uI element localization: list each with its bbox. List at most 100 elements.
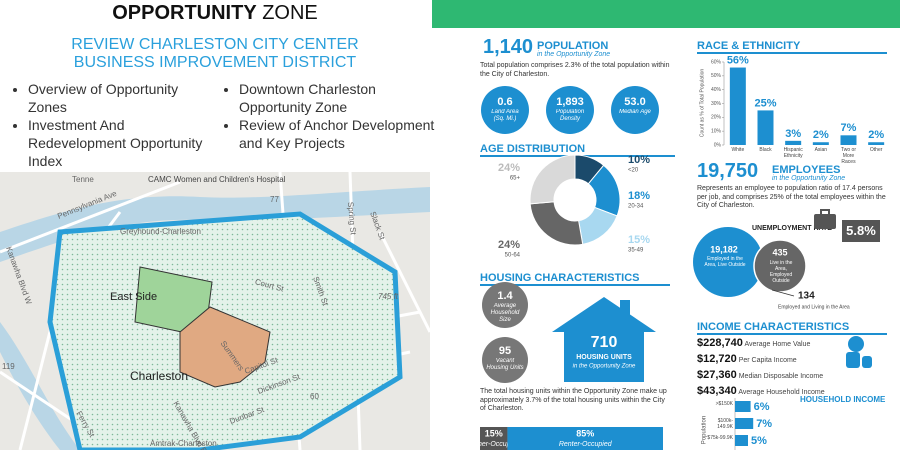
stat-label: Population Density — [555, 109, 585, 122]
y-tick-label-wrap: >$150K — [716, 401, 733, 407]
slice-label: 35-49 — [628, 248, 644, 254]
y-tick-label: 40% — [711, 87, 722, 93]
income-value: $27,360 — [697, 369, 737, 381]
bar — [735, 401, 751, 412]
y-tick-label-wrap: $100k-149.9K — [717, 418, 733, 430]
header-bar — [432, 0, 900, 28]
housing-units-label: HOUSING UNITS — [576, 354, 632, 361]
map-label: 119 — [2, 362, 15, 371]
income-label: Median Disposable Income — [738, 373, 824, 380]
bullet: Downtown Charleston Opportunity Zone — [239, 80, 439, 116]
briefcase-icon — [814, 214, 836, 229]
bar — [868, 142, 885, 145]
race-title: RACE & ETHNICITY — [697, 40, 887, 54]
stat-label: Vacant Housing Units — [486, 358, 524, 371]
bar — [812, 142, 829, 145]
x-tick-label: White — [731, 147, 745, 153]
income-label: Per Capita Income — [738, 357, 797, 364]
donut-slice — [529, 201, 584, 246]
y-tick-label-wrap: $75k-99.9K — [707, 435, 733, 441]
bullets-right: Downtown Charleston Opportunity Zone Rev… — [225, 80, 439, 152]
value-label: 2% — [813, 129, 829, 141]
housing-units: 710 — [591, 334, 618, 351]
income-label: Average Home Value — [744, 341, 811, 348]
employees-text: Represents an employee to population rat… — [697, 185, 886, 209]
population-sublabel: in the Opportunity Zone — [537, 51, 611, 58]
x-tick-label: Black — [759, 147, 772, 153]
downtown — [179, 306, 271, 388]
y-tick-label: $75k-99.9K — [707, 435, 733, 441]
slice-label: 65+ — [510, 176, 521, 182]
tenure-value: 85% — [576, 428, 594, 438]
stat-label: Median Age — [619, 109, 651, 115]
title-bold: OPPORTUNITY — [112, 2, 257, 24]
value-label: 7% — [756, 418, 772, 430]
x-tick-label: Asian — [814, 147, 828, 153]
stat-circle — [482, 337, 528, 383]
population-value: 1,140 — [483, 36, 534, 58]
house-icon — [552, 297, 656, 382]
stat-circle — [546, 86, 594, 134]
axis-label: Count as % of Total Population — [699, 69, 705, 138]
bullet: Review of Anchor Development and Key Pro… — [239, 116, 439, 152]
stat-label-wrap: Median Age — [619, 109, 651, 115]
graphics: 710 HOUSING UNITS in the Opportunity Zon… — [468, 54, 885, 450]
value-label: 6% — [754, 401, 770, 413]
value-label: 3% — [785, 128, 801, 140]
venn-label: Employed in the Area, Live Outside — [704, 256, 746, 268]
stat-value: 95 — [499, 345, 511, 357]
map-label: 77 — [270, 195, 279, 204]
bar — [729, 67, 746, 145]
x-tick-label-wrap: Asian — [814, 147, 828, 153]
map-label: Amtrak-Charleston — [150, 439, 217, 448]
employees-sublabel: in the Opportunity Zone — [772, 175, 846, 182]
venn-label: Live in the Area, Employed Outside — [769, 260, 793, 284]
stat-label-wrap: Average Household Size — [491, 303, 520, 323]
x-tick-label: Other — [869, 147, 883, 153]
venn-value: 19,182 — [710, 244, 738, 254]
leader — [771, 289, 795, 297]
value-label: 2% — [868, 129, 884, 141]
river — [0, 187, 430, 262]
slice-value: 18% — [628, 190, 650, 202]
x-tick-label: Hispanic Ethnicity — [783, 147, 803, 159]
value-label: 25% — [754, 97, 776, 109]
income-title: INCOME CHARACTERISTICS — [697, 321, 887, 335]
slice-label: 20-34 — [628, 204, 644, 210]
bullet: Overview of Opportunity Zones — [28, 80, 218, 116]
housing-units-sublabel: in the Opportunity Zone — [573, 364, 636, 370]
coins-icon — [846, 336, 872, 368]
stat-value: 53.0 — [624, 96, 645, 108]
stat-value: 0.6 — [497, 96, 512, 108]
venn-both-label: Employed and Living in the Area — [778, 304, 850, 310]
stat-circle — [611, 86, 659, 134]
stat-value: 1,893 — [556, 96, 584, 108]
x-tick-label-wrap: White — [731, 147, 745, 153]
venn-label-wrap: Live in the Area, Employed Outside — [769, 260, 793, 284]
map-label: Spring St — [346, 202, 358, 236]
axis-label: Population — [702, 416, 708, 444]
y-tick-label: 0% — [714, 142, 722, 148]
employees-label: EMPLOYEES — [772, 164, 841, 176]
bullet: Investment And Redevelopment Opportunity… — [28, 116, 218, 170]
chimney — [620, 300, 630, 318]
tenure-value: 15% — [485, 428, 503, 438]
slice-label: 50-64 — [505, 253, 521, 259]
y-tick-label: 30% — [711, 101, 722, 107]
stat-label-wrap: Population Density — [555, 109, 585, 122]
tenure-label: Owner-Occupied — [468, 441, 522, 448]
river — [0, 322, 80, 450]
income-row: $43,340 Average Household Income — [697, 384, 825, 400]
unemployment-value: 5.8% — [842, 220, 880, 242]
map-label: CAMC Women and Children's Hospital — [148, 175, 286, 184]
housing-title: HOUSING CHARACTERISTICS — [480, 272, 670, 286]
title-light: ZONE — [262, 2, 318, 24]
slice-value: 24% — [498, 239, 520, 251]
y-tick-label: 60% — [711, 59, 722, 65]
income-row: $12,720 Per Capita Income — [697, 352, 825, 368]
income-row: $27,360 Median Disposable Income — [697, 368, 825, 384]
tenure-bar — [480, 427, 508, 450]
x-tick-label-wrap: Other — [869, 147, 883, 153]
slice-label: <20 — [628, 168, 639, 174]
venn-label-wrap: Employed in the Area, Live Outside — [704, 256, 746, 268]
